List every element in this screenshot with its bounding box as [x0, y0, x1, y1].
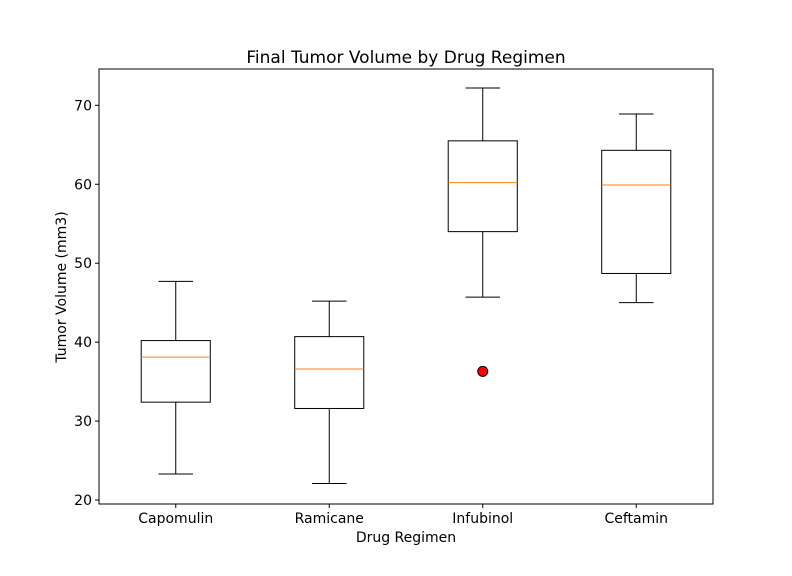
box-infubinol	[447, 87, 518, 377]
iqr-box	[140, 340, 211, 403]
x-tick-label: Capomulin	[138, 511, 213, 527]
x-tick-label: Infubinol	[452, 511, 513, 527]
outlier-point	[477, 365, 489, 377]
x-axis: Capomulin Ramicane Infubinol Ceftamin	[138, 504, 668, 527]
iqr-box	[294, 336, 365, 409]
y-tick-label: 60	[74, 177, 92, 193]
x-tick-label: Ceftamin	[604, 511, 668, 527]
y-tick-label: 50	[74, 256, 92, 272]
y-tick-label: 20	[74, 493, 92, 509]
iqr-box	[601, 149, 672, 274]
x-tick-label: Ramicane	[295, 511, 364, 527]
y-tick-label: 40	[74, 335, 92, 351]
y-tick-label: 70	[74, 98, 92, 114]
box-ceftamin	[601, 113, 672, 304]
y-tick-label: 30	[74, 414, 92, 430]
box-capomulin	[140, 280, 211, 475]
iqr-box	[447, 140, 518, 233]
x-axis-label: Drug Regimen	[356, 530, 456, 546]
y-axis: 20 30 40 50 60 70	[74, 98, 99, 509]
plot-frame	[98, 68, 714, 505]
y-axis-label: Tumor Volume (mm3)	[54, 211, 70, 363]
boxes	[140, 87, 672, 484]
box-ramicane	[294, 300, 365, 484]
chart-title: Final Tumor Volume by Drug Regimen	[246, 48, 565, 68]
